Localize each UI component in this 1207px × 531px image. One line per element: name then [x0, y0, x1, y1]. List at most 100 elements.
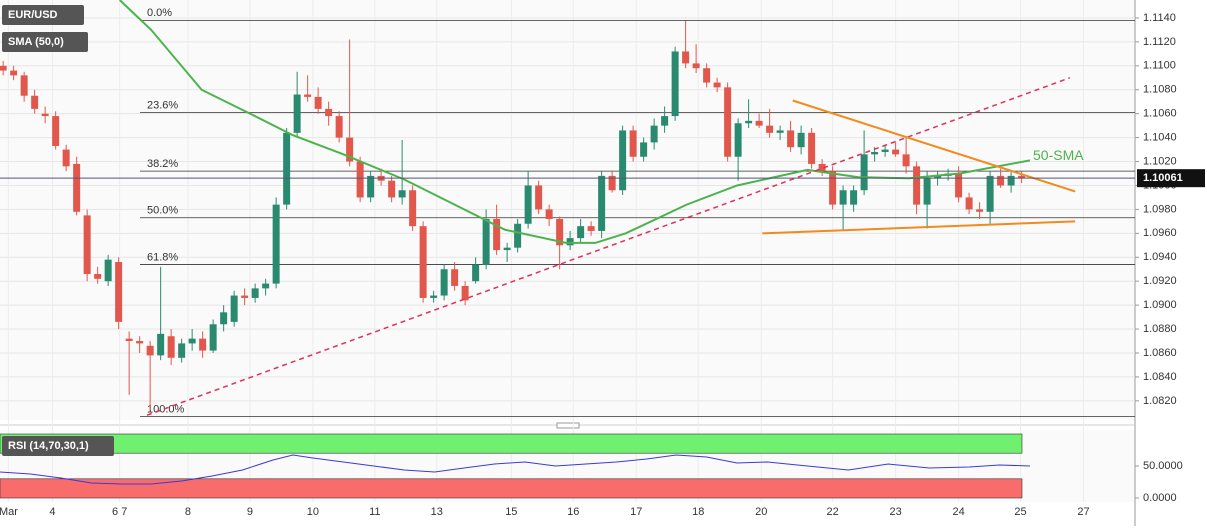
candle-body — [671, 51, 679, 117]
last-price-box — [1137, 169, 1205, 188]
candle-body — [335, 116, 343, 138]
candle-body — [713, 82, 721, 88]
candle-body — [860, 154, 868, 191]
candle-body — [535, 185, 543, 210]
candle-body — [293, 94, 301, 133]
candle-body — [83, 215, 91, 275]
y-tick-label: 1.0960 — [1143, 227, 1177, 239]
candle-body — [913, 166, 921, 205]
candle-body — [724, 87, 732, 157]
candle-body — [482, 218, 490, 265]
candle-body — [367, 175, 375, 198]
candle-body — [178, 343, 186, 358]
candle-body — [818, 163, 826, 172]
candle-body — [346, 137, 354, 162]
x-tick-label: 15 — [505, 506, 517, 518]
x-tick-label: 24 — [952, 506, 964, 518]
candle-body — [545, 209, 553, 219]
y-tick-label: 1.1100 — [1143, 60, 1176, 72]
last-price-label: 1.10061 — [1143, 172, 1183, 184]
candle-body — [524, 185, 532, 224]
fib-label: 0.0% — [147, 7, 172, 19]
candle-body — [608, 175, 616, 191]
fib-label: 50.0% — [147, 205, 178, 217]
candle-body — [167, 336, 175, 358]
fib-label: 38.2% — [147, 158, 178, 170]
y-tick-label: 1.0940 — [1143, 251, 1177, 263]
legend-label: SMA (50,0) — [8, 36, 64, 48]
x-tick-label: 27 — [1077, 506, 1089, 518]
candle-body — [965, 197, 973, 210]
y-tick-label: 0.0000 — [1143, 492, 1177, 504]
legend-tag — [2, 32, 88, 52]
candle-body — [986, 175, 994, 212]
candle-body — [125, 338, 133, 342]
fib-label: 100.0% — [147, 403, 185, 415]
candle-body — [892, 149, 900, 155]
sma-line — [119, 0, 1031, 244]
candle-body — [934, 175, 942, 179]
candle-body — [230, 295, 238, 322]
candle-body — [766, 125, 774, 133]
candle-body — [157, 333, 165, 356]
y-tick-label: 1.0860 — [1143, 347, 1177, 359]
candle-body — [62, 149, 70, 167]
candle-body — [577, 226, 585, 239]
candle-body — [881, 149, 889, 152]
candle-body — [776, 130, 784, 133]
candle-body — [136, 341, 144, 344]
candle-body — [440, 269, 448, 296]
candle-body — [850, 190, 858, 205]
candle-body — [902, 154, 910, 167]
candle-body — [997, 175, 1005, 186]
candle-body — [755, 120, 763, 126]
x-tick-label: 23 — [889, 506, 901, 518]
fib-label: 23.6% — [147, 99, 178, 111]
candle-body — [629, 130, 637, 157]
trend-line — [792, 99, 1076, 193]
x-tick-label: 18 — [692, 506, 704, 518]
candle-body — [419, 226, 427, 298]
trend-line — [762, 220, 1076, 235]
x-tick-label: 6 7 — [112, 506, 127, 518]
candle-body — [0, 65, 7, 71]
candle-body — [787, 130, 795, 148]
candle-body — [430, 295, 438, 298]
candle-body — [251, 288, 259, 298]
y-tick-label: 1.0900 — [1143, 299, 1177, 311]
candle-body — [1007, 175, 1015, 186]
legend-tag — [2, 5, 84, 25]
candle-body — [871, 151, 879, 155]
sma-annotation: 50-SMA — [1033, 147, 1084, 163]
candle-body — [41, 113, 49, 117]
candle-body — [314, 96, 322, 109]
candle-body — [356, 161, 364, 198]
y-tick-label: 1.1140 — [1143, 12, 1176, 24]
x-tick-label: 4 — [49, 506, 55, 518]
price-panel — [0, 0, 1135, 420]
candle-body — [146, 345, 154, 356]
y-tick-label: 1.0880 — [1143, 323, 1177, 335]
x-tick-label: 20 — [755, 506, 767, 518]
x-tick-label: 22 — [826, 506, 838, 518]
candle-body — [262, 283, 270, 289]
divider-handle[interactable] — [556, 422, 580, 429]
y-tick-label: 1.1120 — [1143, 36, 1176, 48]
candle-body — [31, 95, 39, 109]
candle-body — [661, 116, 669, 126]
candle-body — [104, 259, 112, 282]
candle-body — [493, 218, 501, 251]
candle-body — [556, 218, 564, 246]
candle-body — [188, 338, 196, 344]
rsi-band — [0, 433, 1023, 454]
candle-body — [209, 324, 217, 351]
x-tick-label: 10 — [307, 506, 319, 518]
candle-body — [839, 190, 847, 205]
y-tick-label: 1.0920 — [1143, 275, 1177, 287]
candle-body — [272, 204, 280, 284]
x-tick-label: 9 — [247, 506, 253, 518]
x-tick-label: Mar — [0, 506, 18, 518]
candle-body — [283, 132, 291, 205]
